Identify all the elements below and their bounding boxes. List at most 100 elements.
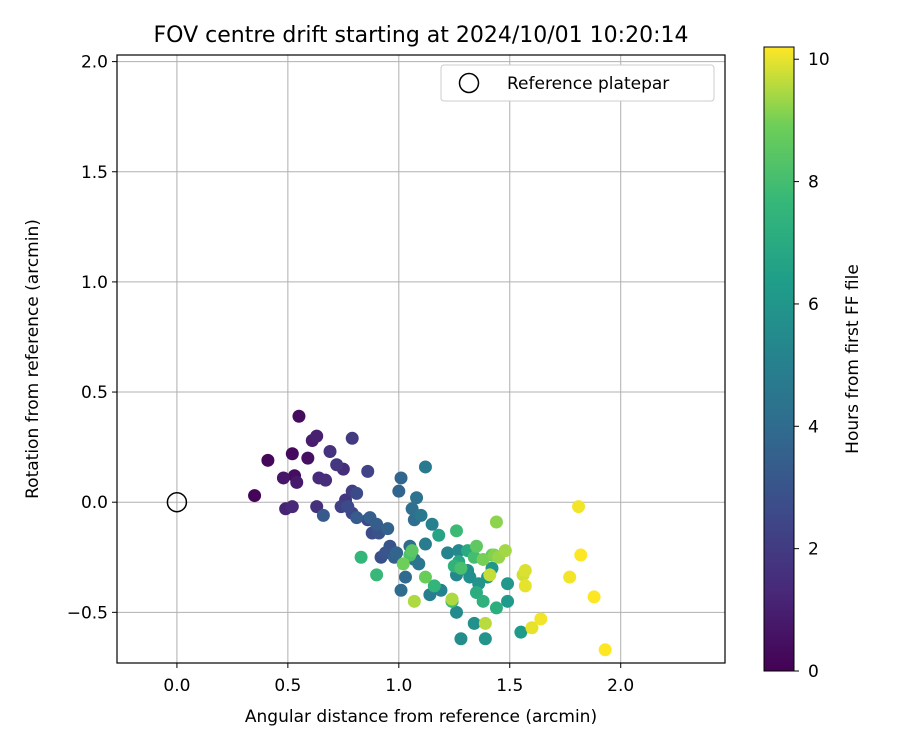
data-point — [469, 586, 483, 600]
data-point — [483, 568, 497, 582]
colorbar-tick-label: 4 — [808, 417, 819, 437]
data-point — [319, 473, 333, 487]
y-tick-label: 0.5 — [81, 383, 108, 403]
data-point — [394, 583, 408, 597]
colorbar-tick-label: 6 — [808, 295, 819, 315]
data-point — [418, 537, 432, 551]
grid — [117, 55, 725, 663]
x-tick-label: 1.0 — [385, 676, 412, 696]
x-axis-ticks: 0.0 0.5 1.0 1.5 2.0 — [163, 663, 634, 696]
data-point — [248, 489, 262, 503]
x-tick-label: 0.0 — [163, 676, 190, 696]
data-point — [414, 508, 428, 522]
data-point — [405, 502, 419, 516]
data-point — [276, 471, 290, 485]
data-point — [501, 577, 515, 591]
data-point — [518, 579, 532, 593]
y-tick-label: −0.5 — [67, 603, 108, 623]
data-point — [330, 458, 344, 472]
data-point — [412, 557, 426, 571]
data-point — [514, 625, 528, 639]
reference-marker-layer — [166, 491, 188, 513]
data-point — [350, 511, 364, 525]
data-point — [390, 546, 404, 560]
data-point — [574, 548, 588, 562]
data-point — [285, 500, 299, 514]
reference-platepar-marker — [166, 491, 188, 513]
data-point — [478, 616, 492, 630]
data-point — [405, 544, 419, 558]
data-point — [489, 515, 503, 529]
data-point — [370, 568, 384, 582]
data-point — [587, 590, 601, 604]
data-point — [501, 594, 515, 608]
data-point — [454, 561, 468, 575]
data-point — [432, 528, 446, 542]
data-point — [489, 601, 503, 615]
data-point — [427, 579, 441, 593]
data-point — [478, 632, 492, 646]
colorbar-gradient — [763, 46, 795, 672]
y-tick-label: 1.0 — [81, 273, 108, 293]
data-point — [598, 643, 612, 657]
data-point — [525, 621, 539, 635]
data-point — [410, 491, 424, 505]
x-tick-label: 1.5 — [496, 676, 523, 696]
data-point — [301, 451, 315, 465]
data-point — [498, 544, 512, 558]
data-point — [310, 429, 324, 443]
data-point — [381, 522, 395, 536]
data-point — [261, 453, 275, 467]
data-point — [418, 570, 432, 584]
data-point — [454, 632, 468, 646]
y-tick-label: 1.5 — [81, 163, 108, 183]
data-point — [463, 570, 477, 584]
data-point — [285, 447, 299, 461]
data-point — [450, 605, 464, 619]
colorbar-tick-label: 8 — [808, 173, 819, 193]
data-point — [407, 594, 421, 608]
data-point — [345, 431, 359, 445]
data-point — [394, 471, 408, 485]
chart-title: FOV centre drift starting at 2024/10/01 … — [154, 23, 689, 48]
x-axis-label: Angular distance from reference (arcmin) — [245, 707, 597, 727]
data-point — [341, 500, 355, 514]
data-point — [450, 524, 464, 538]
scatter-points — [248, 409, 612, 657]
data-point — [398, 570, 412, 584]
data-point — [445, 592, 459, 606]
data-point — [354, 550, 368, 564]
data-point — [563, 570, 577, 584]
colorbar-label: Hours from first FF file — [843, 264, 863, 454]
data-point — [572, 500, 586, 514]
x-tick-label: 2.0 — [607, 676, 634, 696]
y-axis-label: Rotation from reference (arcmin) — [23, 219, 43, 499]
data-point — [476, 552, 490, 566]
data-point — [370, 517, 384, 531]
data-point — [396, 557, 410, 571]
y-tick-label: 0.0 — [81, 493, 108, 513]
y-tick-label: 2.0 — [81, 53, 108, 73]
y-axis-ticks: −0.5 0.0 0.5 1.0 1.5 2.0 — [67, 53, 117, 623]
data-point — [323, 445, 337, 459]
data-point — [469, 539, 483, 553]
plot-frame — [116, 54, 726, 664]
colorbar-tick-label: 10 — [808, 50, 830, 70]
data-point — [310, 500, 324, 514]
data-point — [518, 563, 532, 577]
data-point — [441, 546, 455, 560]
legend-box — [440, 64, 715, 102]
data-point — [316, 508, 330, 522]
data-point — [350, 486, 364, 500]
data-point — [425, 517, 439, 531]
data-point — [418, 460, 432, 474]
legend: Reference platepar — [440, 64, 715, 102]
data-point — [534, 612, 548, 626]
colorbar-ticks: 0 2 4 6 8 10 — [794, 50, 830, 682]
legend-reference-marker — [458, 72, 480, 94]
data-point — [290, 475, 304, 489]
data-point — [467, 616, 481, 630]
colorbar-tick-label: 2 — [808, 540, 819, 560]
data-point — [476, 594, 490, 608]
